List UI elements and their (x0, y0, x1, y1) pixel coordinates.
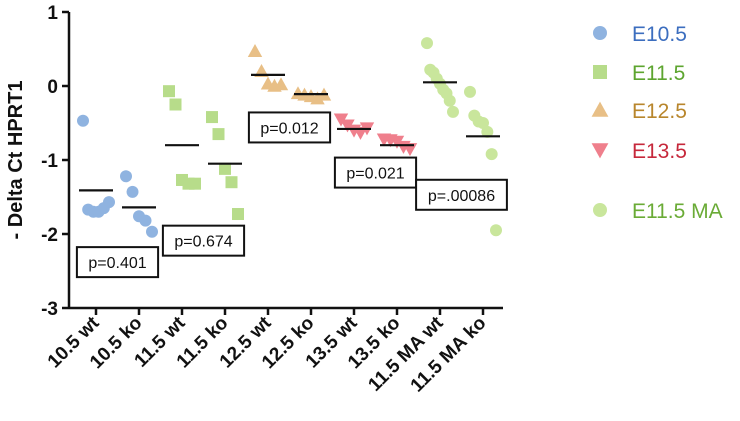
data-point (402, 143, 418, 157)
p-value-box-border (75, 246, 160, 279)
data-point (477, 117, 489, 129)
data-point (206, 111, 218, 124)
data-point (146, 225, 158, 238)
legend-marker (591, 101, 609, 117)
data-point (310, 91, 325, 105)
data-point (421, 37, 433, 50)
data-point (169, 98, 182, 111)
p-value-box-border (247, 111, 332, 144)
p-value-label: p=.00086 (428, 188, 495, 205)
data-point (464, 85, 476, 98)
legend-entry: E11.5 MA (593, 200, 723, 223)
legend-entry: E12.5 (591, 100, 687, 123)
y-tick-label: -1 (41, 151, 58, 172)
data-point (273, 77, 289, 91)
p-value-label: p=0.021 (346, 166, 404, 183)
data-point (485, 148, 498, 161)
p-value-box: p=0.674 (161, 224, 246, 257)
data-point (219, 162, 231, 175)
legend-label: E11.5 (632, 62, 685, 85)
data-point (212, 128, 225, 141)
legend-entry: E13.5 (591, 140, 687, 163)
data-point (139, 214, 152, 227)
data-point (254, 64, 269, 77)
data-point (232, 208, 244, 221)
data-point (77, 114, 89, 127)
p-value-box: p=.00086 (415, 178, 508, 211)
data-point (126, 185, 139, 198)
p-value-box: p=0.012 (247, 111, 332, 144)
data-point (447, 105, 459, 118)
p-value-label: p=0.012 (260, 120, 318, 137)
data-point (225, 176, 238, 189)
data-point (120, 170, 132, 183)
data-point (389, 135, 405, 149)
data-point (189, 177, 201, 190)
legend-label: E13.5 (632, 140, 687, 163)
data-point (103, 196, 115, 209)
legend-label: E11.5 MA (632, 200, 723, 223)
data-point (340, 119, 355, 133)
p-value-box-border (415, 178, 508, 211)
y-tick-label: 1 (47, 3, 58, 24)
legend-marker (593, 203, 607, 217)
legend-label: E10.5 (632, 23, 687, 46)
p-value-box: p=0.401 (75, 246, 160, 279)
p-value-box-border (333, 156, 418, 189)
p-value-label: p=0.674 (174, 234, 232, 251)
y-axis-label: - Delta Ct HPRT1 (5, 81, 27, 240)
legend-marker (591, 143, 609, 159)
legend-entry: E10.5 (593, 23, 687, 46)
data-point (490, 224, 502, 237)
p-value-label: p=0.401 (88, 255, 146, 272)
y-tick-label: -3 (41, 299, 58, 320)
legend-label: E12.5 (632, 100, 687, 123)
data-point (163, 85, 175, 98)
y-tick-label: 0 (47, 77, 58, 98)
legend-entry: E11.5 (593, 62, 685, 85)
legend-marker (593, 26, 607, 40)
data-point (247, 44, 263, 57)
legend-marker (593, 65, 607, 79)
data-point (443, 94, 456, 107)
y-tick-label: -2 (41, 225, 58, 246)
p-value-box-border (161, 224, 246, 257)
data-point (481, 125, 494, 138)
p-value-box: p=0.021 (333, 156, 418, 189)
